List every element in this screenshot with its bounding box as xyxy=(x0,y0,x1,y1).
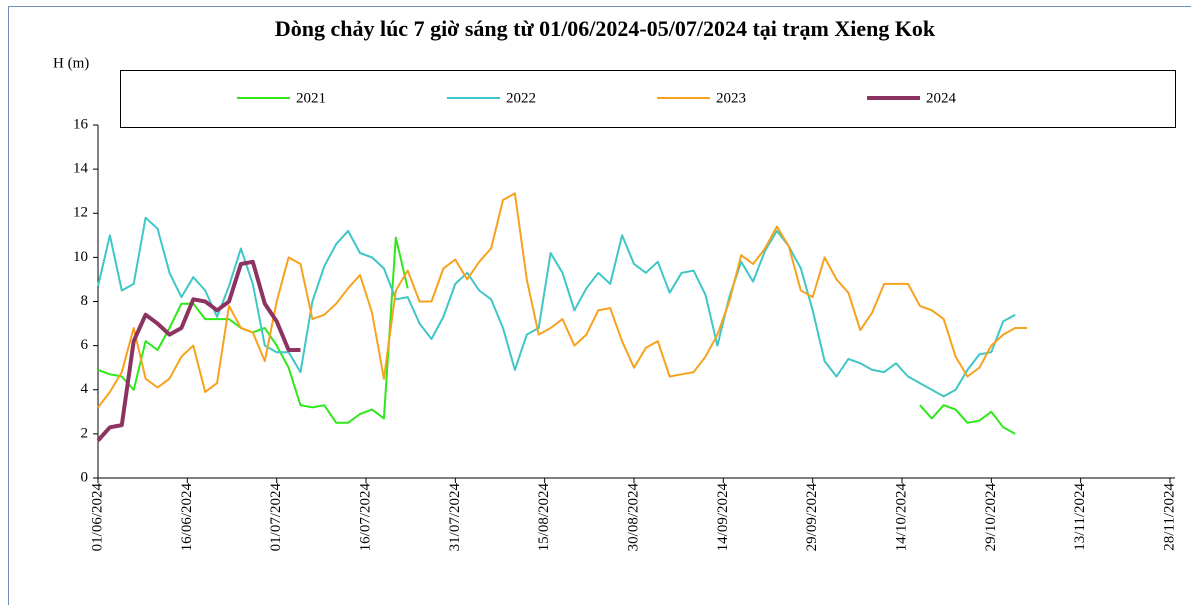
y-tick-label: 8 xyxy=(81,293,89,309)
x-tick-label: 15/08/2024 xyxy=(536,483,552,552)
x-tick-label: 28/11/2024 xyxy=(1161,483,1177,551)
frame xyxy=(8,6,1191,605)
y-tick-label: 12 xyxy=(73,205,88,221)
x-tick-label: 13/11/2024 xyxy=(1072,483,1088,551)
x-tick-label: 16/07/2024 xyxy=(357,483,373,552)
y-tick-label: 0 xyxy=(81,469,89,485)
x-tick-label: 29/09/2024 xyxy=(804,483,820,552)
x-tick-label: 01/06/2024 xyxy=(89,483,105,552)
x-tick-label: 31/07/2024 xyxy=(447,483,463,552)
legend-label: 2023 xyxy=(716,90,746,106)
legend-label: 2024 xyxy=(926,90,957,106)
y-tick-label: 6 xyxy=(81,337,89,353)
x-tick-label: 14/10/2024 xyxy=(893,483,909,552)
line-series xyxy=(97,192,1028,409)
legend-label: 2021 xyxy=(296,90,326,106)
y-axis-label: H (m) xyxy=(53,55,89,71)
y-tick-label: 4 xyxy=(81,381,89,397)
y-tick-label: 10 xyxy=(73,249,88,265)
y-tick-label: 2 xyxy=(81,425,89,441)
x-tick-label: 01/07/2024 xyxy=(268,483,284,552)
x-tick-label: 30/08/2024 xyxy=(625,483,641,552)
x-tick-label: 16/06/2024 xyxy=(179,483,195,552)
chart-title: Dòng chảy lúc 7 giờ sáng từ 01/06/2024-0… xyxy=(275,16,936,41)
legend-box xyxy=(120,70,1176,128)
x-tick-label: 29/10/2024 xyxy=(983,483,999,552)
line-series xyxy=(97,216,1016,398)
line-series xyxy=(96,259,301,442)
legend-label: 2022 xyxy=(506,90,536,106)
x-tick-label: 14/09/2024 xyxy=(715,483,731,552)
y-tick-label: 16 xyxy=(73,116,89,132)
y-tick-label: 14 xyxy=(73,161,89,177)
